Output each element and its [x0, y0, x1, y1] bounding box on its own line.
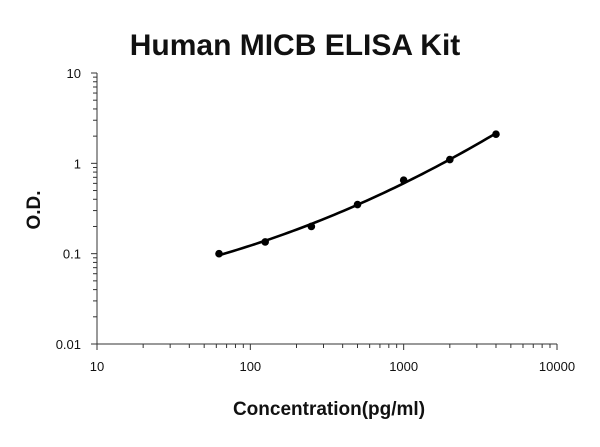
fit-curve — [217, 131, 498, 257]
tick-marks — [91, 72, 558, 350]
y-tick-label: 0.01 — [56, 337, 81, 352]
x-axis-label: Concentration(pg/ml) — [233, 399, 425, 420]
x-tick-label: 10 — [90, 359, 104, 374]
x-tick-label: 10000 — [539, 359, 575, 374]
y-tick-label: 1 — [74, 156, 81, 171]
data-point — [307, 222, 316, 231]
data-point — [353, 200, 362, 209]
data-point — [446, 155, 454, 164]
data-point — [261, 238, 269, 246]
y-tick-label: 0.1 — [63, 247, 81, 262]
data-point — [399, 176, 408, 185]
data-points — [215, 130, 500, 258]
tick-labels: 10 100 1000 10000 0.01 0.1 1 10 — [56, 66, 575, 374]
x-tick-label: 1000 — [389, 359, 418, 374]
y-tick-label: 10 — [67, 66, 81, 81]
x-tick-label: 100 — [239, 359, 261, 374]
y-axis-label: O.D. — [24, 190, 45, 229]
data-point — [492, 130, 500, 139]
axes — [96, 73, 557, 345]
chart-title: Human MICB ELISA Kit — [130, 29, 461, 62]
data-point — [215, 249, 223, 258]
